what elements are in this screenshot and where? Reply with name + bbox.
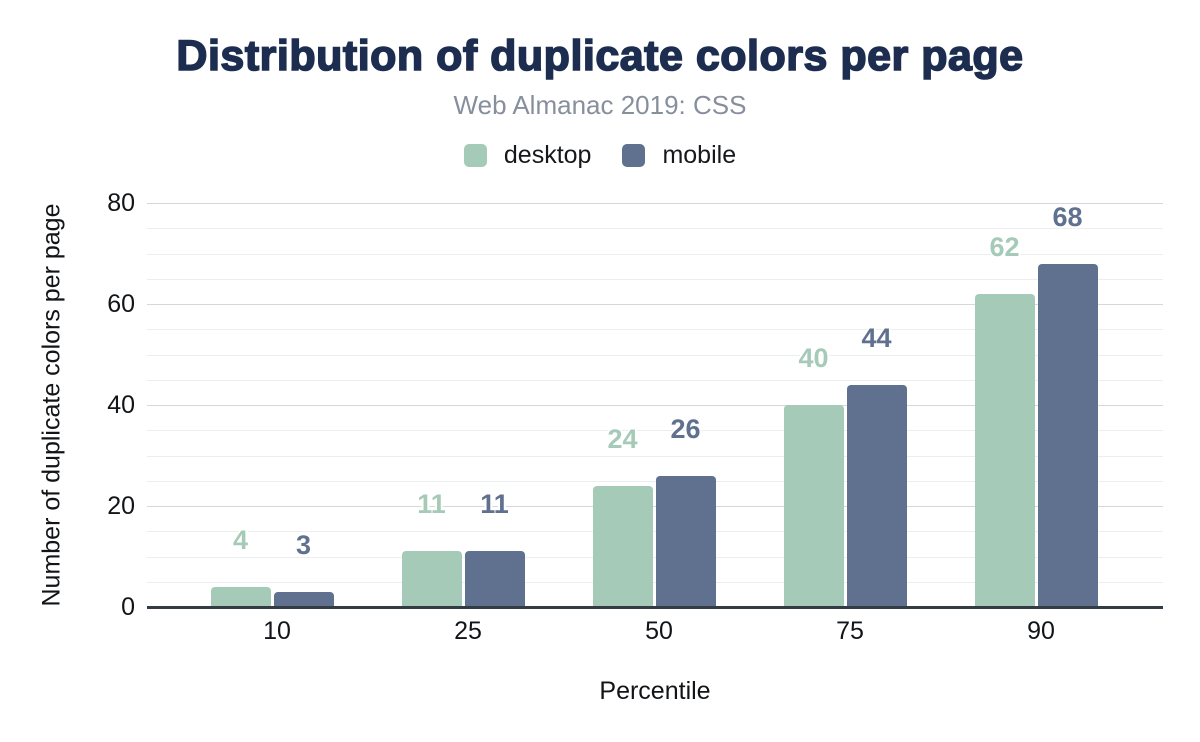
y-axis-tick-label: 20	[107, 491, 135, 520]
mobile-value-label: 3	[295, 529, 312, 560]
y-axis-tick-label: 0	[121, 592, 135, 621]
chart-legend: desktop mobile	[0, 141, 1200, 170]
desktop-value-label: 11	[417, 489, 446, 520]
desktop-value-label: 62	[989, 231, 1020, 262]
mobile-value-label: 11	[480, 489, 509, 520]
y-axis-tick-label: 40	[107, 390, 135, 419]
desktop-bar	[974, 293, 1035, 607]
x-axis-tick-label: 10	[263, 617, 291, 645]
desktop-bar	[401, 551, 462, 607]
mobile-bar	[846, 384, 907, 607]
minor-gridline	[147, 455, 1163, 457]
x-axis-tick-label: 90	[1027, 617, 1055, 645]
x-axis-tick-label: 75	[836, 617, 864, 645]
mobile-value-label: 44	[861, 322, 892, 353]
major-gridline	[147, 506, 1163, 507]
minor-gridline	[147, 354, 1163, 356]
desktop-bar	[592, 485, 653, 607]
minor-gridline	[147, 430, 1163, 432]
minor-gridline	[147, 480, 1163, 482]
desktop-bar	[210, 586, 271, 607]
mobile-bar	[273, 591, 334, 607]
x-axis-tick-label: 25	[454, 617, 482, 645]
mobile-bar	[1037, 263, 1098, 607]
major-gridline	[147, 203, 1163, 204]
desktop-swatch-icon	[463, 144, 487, 167]
legend-label-desktop: desktop	[503, 141, 592, 169]
minor-gridline	[147, 581, 1163, 583]
mobile-value-label: 68	[1052, 201, 1083, 232]
mobile-value-label: 26	[670, 413, 701, 444]
chart-subtitle: Web Almanac 2019: CSS	[453, 90, 747, 120]
legend-item-desktop: desktop	[463, 141, 592, 170]
mobile-bar	[464, 551, 525, 607]
minor-gridline	[147, 278, 1163, 280]
minor-gridline	[147, 379, 1163, 381]
minor-gridline	[147, 253, 1163, 255]
legend-item-mobile: mobile	[622, 141, 736, 170]
desktop-value-label: 24	[607, 423, 638, 454]
minor-gridline	[147, 531, 1163, 533]
major-gridline	[147, 304, 1163, 305]
y-axis-tick-label: 80	[107, 188, 135, 217]
minor-gridline	[147, 329, 1163, 331]
minor-gridline	[147, 556, 1163, 558]
minor-gridline	[147, 228, 1163, 230]
plot-area: 0 20 40 60 80 4 3 10 11 11 25 24 26 50 40 44 75 62 68 90	[107, 189, 1163, 645]
desktop-value-label: 4	[232, 524, 249, 555]
desktop-value-label: 40	[798, 343, 829, 373]
mobile-bar	[655, 475, 716, 607]
x-axis-line	[147, 606, 1163, 609]
x-axis-tick-label: 50	[645, 617, 673, 645]
legend-label-mobile: mobile	[662, 141, 737, 169]
chart-title: Distribution of duplicate colors per pag…	[176, 31, 1024, 81]
major-gridline	[147, 405, 1163, 406]
desktop-bar	[783, 405, 844, 607]
x-axis-title: Percentile	[599, 677, 711, 705]
y-axis-tick-label: 60	[107, 289, 135, 318]
mobile-swatch-icon	[622, 144, 646, 167]
